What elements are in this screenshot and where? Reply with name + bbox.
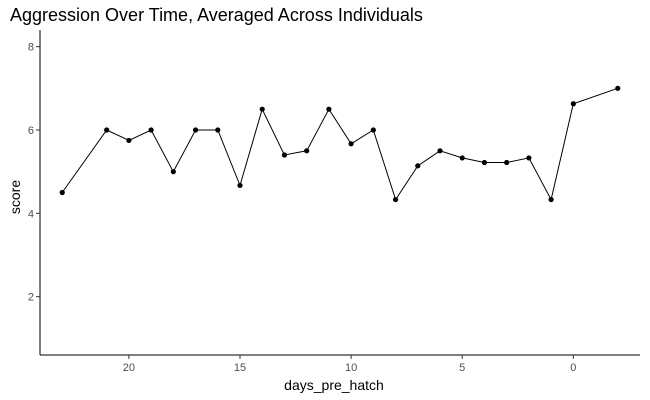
data-point xyxy=(326,106,332,112)
data-point xyxy=(615,85,621,91)
data-point xyxy=(281,152,288,158)
data-point xyxy=(415,163,421,169)
data-series xyxy=(59,85,621,203)
data-point xyxy=(170,169,176,175)
y-axis-title: score xyxy=(7,180,23,214)
data-point xyxy=(481,159,488,166)
x-tick-label: 0 xyxy=(570,362,576,374)
data-point xyxy=(215,127,221,133)
y-tick-label: 2 xyxy=(28,292,34,304)
data-point xyxy=(504,159,510,166)
data-point xyxy=(437,148,443,154)
data-point xyxy=(548,196,554,203)
data-point xyxy=(304,148,310,154)
x-axis-title: days_pre_hatch xyxy=(284,377,384,393)
data-point xyxy=(104,127,110,133)
data-point xyxy=(59,189,65,196)
axes: 2 4 6 8 20 15 10 5 0 xyxy=(28,30,640,374)
y-tick-label: 4 xyxy=(28,208,34,220)
y-tick-label: 6 xyxy=(28,125,34,137)
data-point xyxy=(370,127,376,133)
data-point xyxy=(392,196,399,203)
data-point xyxy=(526,155,532,161)
data-point xyxy=(192,127,199,133)
x-tick-label: 5 xyxy=(459,362,465,374)
data-point xyxy=(459,155,465,161)
chart-title: Aggression Over Time, Averaged Across In… xyxy=(10,5,423,25)
data-point xyxy=(348,141,354,147)
x-tick-label: 10 xyxy=(345,362,357,374)
x-tick-label: 20 xyxy=(123,362,135,374)
series-line xyxy=(61,87,618,202)
x-tick-label: 15 xyxy=(234,362,246,374)
y-tick-label: 8 xyxy=(28,42,34,54)
data-point xyxy=(259,106,265,112)
data-point xyxy=(570,101,576,107)
data-point xyxy=(126,137,132,144)
data-point xyxy=(148,127,154,133)
data-point xyxy=(237,182,243,189)
